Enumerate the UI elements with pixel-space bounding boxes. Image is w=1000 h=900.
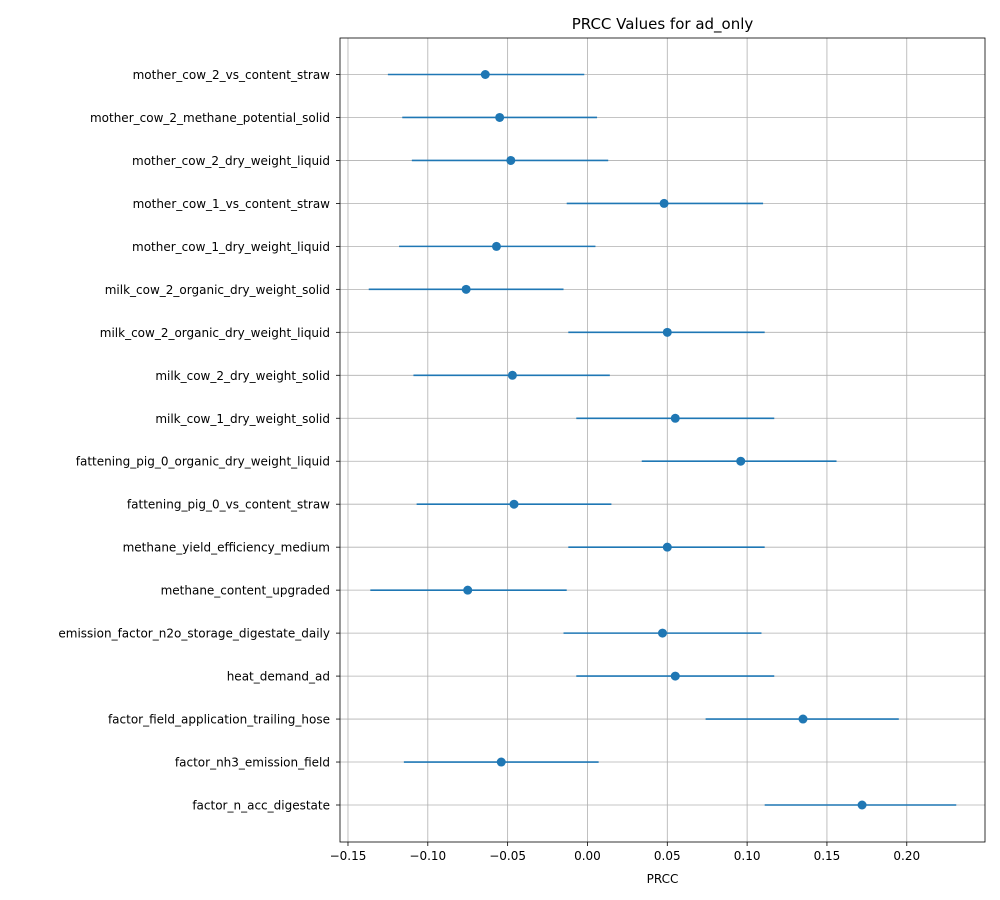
y-tick-label: milk_cow_2_organic_dry_weight_solid xyxy=(105,283,330,297)
prcc-point xyxy=(658,628,667,638)
prcc-point xyxy=(506,155,516,165)
y-tick-label: fattening_pig_0_organic_dry_weight_liqui… xyxy=(76,455,330,469)
x-tick-label: −0.05 xyxy=(489,849,526,863)
x-tick-label: −0.10 xyxy=(409,849,446,863)
prcc-point xyxy=(509,499,519,509)
y-tick-label: mother_cow_2_vs_content_straw xyxy=(133,68,331,82)
x-tick-label: 0.05 xyxy=(654,849,681,863)
prcc-point xyxy=(662,542,672,552)
x-axis-label: PRCC xyxy=(647,872,679,886)
y-tick-label: factor_field_application_trailing_hose xyxy=(108,713,330,727)
y-tick-label: milk_cow_1_dry_weight_solid xyxy=(155,412,330,426)
prcc-point xyxy=(480,70,490,79)
x-tick-label: −0.15 xyxy=(330,849,367,863)
y-tick-label: mother_cow_1_vs_content_straw xyxy=(133,197,331,211)
x-tick-label: 0.15 xyxy=(814,849,841,863)
chart-title: PRCC Values for ad_only xyxy=(572,15,754,34)
y-tick-label: factor_n_acc_digestate xyxy=(192,799,330,813)
x-tick-label: 0.10 xyxy=(734,849,761,863)
x-tick-label: 0.00 xyxy=(574,849,601,863)
y-tick-label: heat_demand_ad xyxy=(227,670,330,684)
prcc-point xyxy=(670,671,680,681)
y-tick-label: methane_yield_efficiency_medium xyxy=(123,541,330,555)
plot-area-frame xyxy=(339,37,986,843)
axis-ticks: −0.15 −0.10 −0.05 0.00 0.05 0.10 0.15 0.20 mothe… xyxy=(58,68,920,863)
y-tick-label: factor_nh3_emission_field xyxy=(175,756,330,770)
prcc-point xyxy=(507,370,517,380)
data-series xyxy=(368,70,957,810)
prcc-point xyxy=(461,284,471,294)
prcc-point xyxy=(662,327,672,337)
y-tick-label: emission_factor_n2o_storage_digestate_da… xyxy=(58,627,330,641)
y-tick-label: mother_cow_2_dry_weight_liquid xyxy=(132,154,330,168)
y-tick-label: milk_cow_2_dry_weight_solid xyxy=(155,369,330,383)
y-tick-label: milk_cow_2_organic_dry_weight_liquid xyxy=(100,326,330,340)
prcc-point xyxy=(736,456,746,466)
prcc-point xyxy=(463,585,473,595)
y-tick-label: methane_content_upgraded xyxy=(161,584,330,598)
prcc-point xyxy=(495,112,505,122)
y-tick-label: mother_cow_1_dry_weight_liquid xyxy=(132,240,330,254)
y-tick-label: mother_cow_2_methane_potential_solid xyxy=(90,111,330,125)
prcc-point xyxy=(491,241,501,251)
prcc-point xyxy=(496,757,506,767)
x-tick-label: 0.20 xyxy=(893,849,920,863)
prcc-point xyxy=(659,198,669,208)
prcc-point xyxy=(857,800,867,810)
prcc-point xyxy=(798,714,808,724)
y-tick-label: fattening_pig_0_vs_content_straw xyxy=(127,498,330,512)
prcc-point xyxy=(670,413,680,423)
